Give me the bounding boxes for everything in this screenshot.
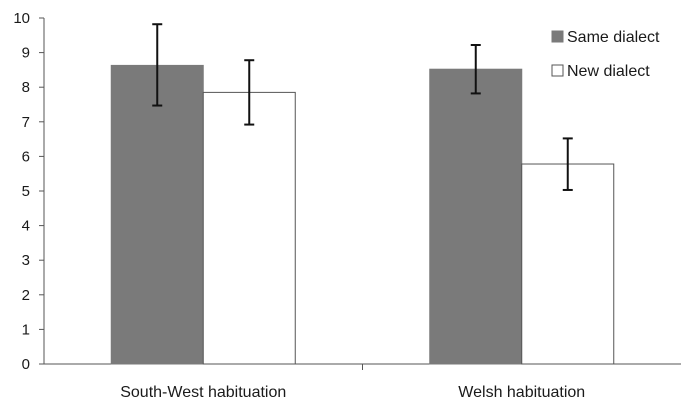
y-tick-label: 10	[13, 10, 30, 27]
x-category-label: Welsh habituation	[458, 384, 585, 401]
error-bars	[152, 23, 573, 191]
y-tick-label: 2	[22, 287, 30, 304]
bar	[110, 64, 204, 365]
y-tick-label: 5	[22, 183, 30, 200]
legend-label: Same dialect	[567, 29, 660, 46]
y-tick-label: 7	[22, 114, 30, 131]
y-tick-label: 3	[22, 252, 30, 269]
bar	[429, 68, 523, 365]
bar	[521, 163, 615, 365]
y-tick-label: 1	[22, 321, 30, 338]
legend-swatch	[551, 64, 564, 77]
y-tick-label: 0	[22, 356, 30, 373]
y-tick-label: 6	[22, 148, 30, 165]
y-tick-label: 9	[22, 45, 30, 62]
y-ticks: 0 1 2 3 4 5 6 7 8 9 10	[13, 10, 44, 373]
x-categories: South-West habituation Welsh habituation	[120, 384, 585, 401]
legend-label: New dialect	[567, 63, 650, 80]
x-category-label: South-West habituation	[120, 384, 286, 401]
legend: Same dialect New dialect	[551, 29, 660, 80]
bars	[110, 64, 615, 365]
legend-swatch	[551, 30, 564, 43]
y-tick-label: 4	[22, 218, 30, 235]
y-tick-label: 8	[22, 79, 30, 96]
bar	[202, 91, 296, 365]
